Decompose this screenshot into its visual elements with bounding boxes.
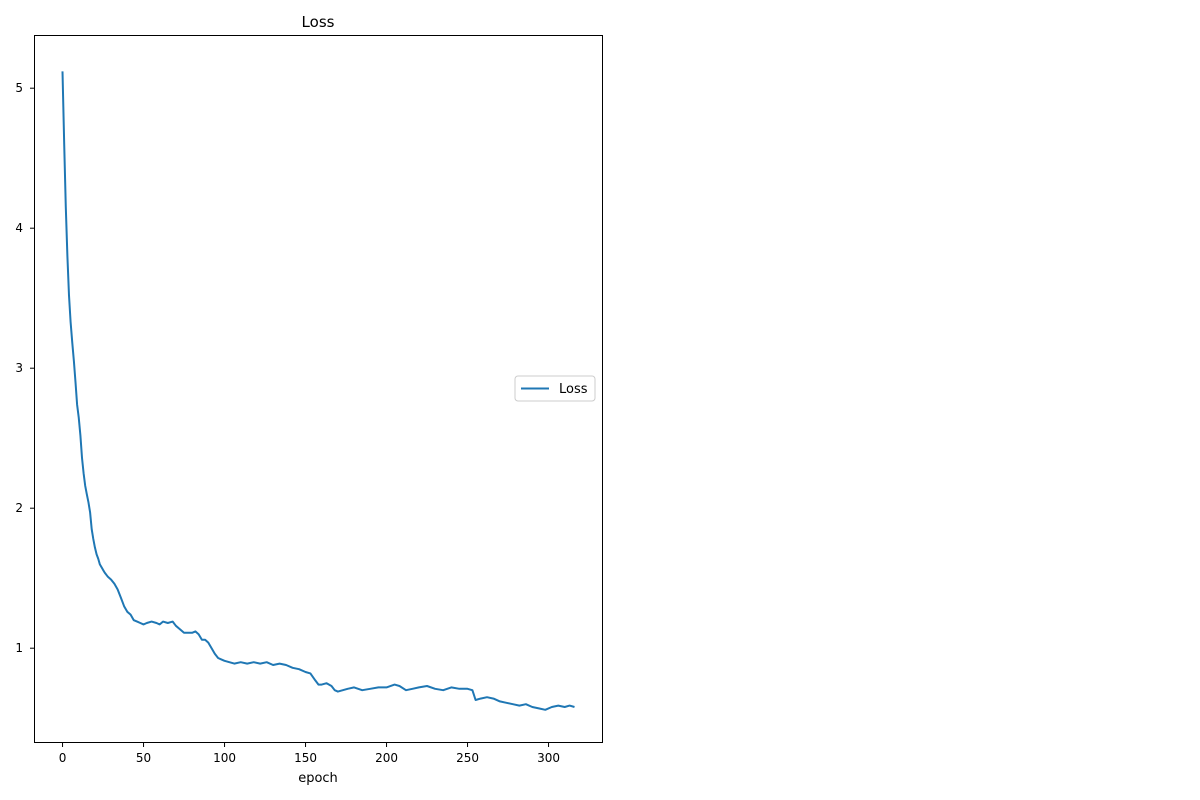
series-line-loss [61, 71, 575, 711]
legend: Loss [514, 375, 596, 402]
x-axis-label: epoch [298, 771, 338, 786]
x-tick-label: 200 [375, 751, 398, 765]
x-tick-label: 250 [456, 751, 479, 765]
series-layer [61, 71, 575, 711]
legend-frame [514, 375, 596, 402]
plot-frame [34, 35, 603, 743]
x-tick-label: 50 [136, 751, 151, 765]
x-tick-label: 100 [213, 751, 236, 765]
legend-label-loss: Loss [559, 382, 588, 397]
x-tick-label: 150 [294, 751, 317, 765]
y-tick-label: 3 [15, 361, 23, 375]
x-axis-ticks: 0 50 100 150 200 250 300 [59, 742, 560, 765]
y-tick-label: 1 [15, 641, 23, 655]
y-axis-ticks: 1 2 3 4 5 [15, 81, 35, 655]
y-tick-label: 5 [15, 81, 23, 95]
x-tick-label: 0 [59, 751, 67, 765]
x-tick-label: 300 [537, 751, 560, 765]
chart-title: Loss [302, 13, 335, 31]
y-tick-label: 2 [15, 501, 23, 515]
y-tick-label: 4 [15, 221, 23, 235]
